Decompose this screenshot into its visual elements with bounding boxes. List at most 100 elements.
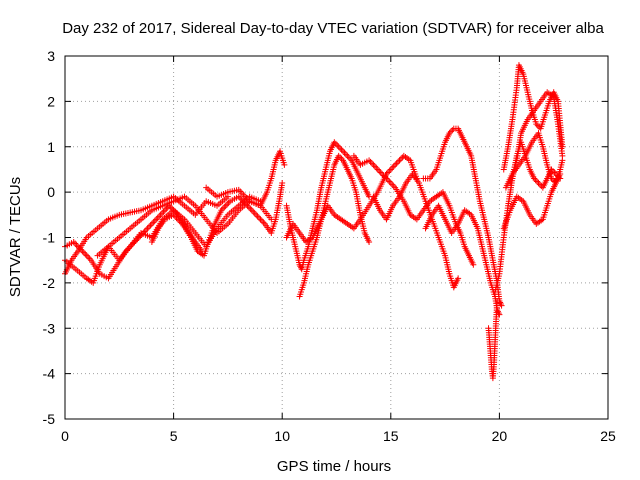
series-s17: [500, 62, 566, 173]
series-s5: [148, 180, 286, 259]
data-point: [85, 254, 92, 261]
data-point: [389, 181, 396, 188]
series-s6: [203, 148, 288, 209]
data-point: [144, 225, 151, 232]
data-point: [387, 180, 394, 187]
series-s9: [283, 152, 420, 246]
data-point: [341, 149, 348, 156]
data-point: [260, 219, 267, 226]
data-point: [390, 183, 397, 190]
y-tick-label: -5: [43, 411, 56, 427]
data-point: [367, 158, 374, 165]
data-point: [390, 163, 397, 170]
x-tick-label: 10: [274, 428, 290, 444]
data-point: [163, 205, 170, 212]
data-point: [167, 204, 174, 211]
data-point: [80, 249, 87, 256]
data-point: [83, 252, 90, 259]
data-point: [250, 208, 257, 215]
series-s7: [283, 139, 373, 273]
data-point: [557, 170, 564, 177]
y-tick-label: 3: [47, 48, 55, 64]
data-point: [373, 164, 380, 171]
data-point: [151, 217, 158, 224]
data-point: [395, 158, 402, 165]
data-point: [145, 223, 152, 230]
data-point: [82, 251, 89, 258]
data-point: [470, 261, 477, 268]
x-tick-label: 15: [383, 428, 399, 444]
data-point: [154, 214, 161, 221]
y-tick-label: -3: [43, 320, 56, 336]
data-point: [251, 210, 258, 217]
data-point: [389, 164, 396, 171]
y-tick-label: 0: [47, 184, 55, 200]
data-point: [338, 146, 345, 153]
data-point: [374, 166, 381, 173]
series-s19: [502, 130, 564, 191]
data-points: [62, 62, 566, 382]
data-point: [345, 154, 352, 161]
data-point: [222, 202, 229, 209]
data-point: [160, 208, 167, 215]
x-tick-label: 20: [492, 428, 508, 444]
data-point: [497, 301, 504, 308]
data-point: [221, 204, 228, 211]
data-point: [366, 239, 373, 246]
data-point: [281, 161, 288, 168]
series-s11: [370, 170, 462, 291]
data-point: [258, 217, 265, 224]
data-point: [148, 220, 155, 227]
data-point: [376, 167, 383, 174]
plot-frame: [64, 55, 609, 420]
data-point: [143, 226, 150, 233]
chart-title: Day 232 of 2017, Sidereal Day-to-day VTE…: [62, 20, 604, 37]
data-point: [337, 145, 344, 152]
data-point: [536, 181, 543, 188]
series-s8: [296, 152, 373, 300]
series-s14: [485, 298, 501, 382]
data-point: [386, 178, 393, 185]
data-point: [335, 143, 342, 150]
data-point: [377, 169, 384, 176]
data-point: [392, 161, 399, 168]
data-point: [224, 201, 231, 208]
data-point: [494, 298, 501, 305]
data-point: [344, 152, 351, 159]
data-point: [393, 160, 400, 167]
series-s12: [420, 125, 505, 309]
data-point: [342, 151, 349, 158]
data-point: [497, 299, 504, 306]
data-point: [86, 255, 93, 262]
data-point: [455, 275, 462, 282]
data-point: [257, 216, 264, 223]
data-point: [387, 166, 394, 173]
data-point: [248, 207, 255, 214]
grid: [65, 56, 608, 419]
data-point: [340, 148, 347, 155]
data-point: [559, 152, 566, 159]
data-point: [370, 161, 377, 168]
data-point: [254, 213, 261, 220]
x-tick-label: 5: [170, 428, 178, 444]
data-point: [334, 142, 341, 149]
data-point: [371, 163, 378, 170]
data-point: [279, 180, 286, 187]
data-point: [386, 167, 393, 174]
y-tick-label: -1: [43, 230, 56, 246]
data-point: [494, 308, 501, 315]
x-axis-label: GPS time / hours: [277, 458, 391, 475]
y-axis-label: SDTVAR / TECUs: [7, 177, 24, 297]
x-tick-label: 25: [600, 428, 616, 444]
y-tick-label: 2: [47, 93, 55, 109]
data-point: [256, 214, 263, 221]
data-point: [153, 216, 160, 223]
data-point: [72, 240, 79, 247]
x-tick-label: 0: [61, 428, 69, 444]
y-tick-label: 1: [47, 139, 55, 155]
data-point: [449, 127, 456, 134]
data-point: [253, 211, 260, 218]
data-point: [551, 169, 558, 176]
y-tick-label: -2: [43, 275, 56, 291]
